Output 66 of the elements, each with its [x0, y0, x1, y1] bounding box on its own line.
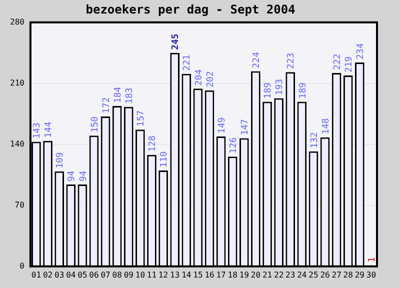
- data-label: 204: [194, 69, 204, 86]
- x-tick-label: 06: [89, 270, 99, 280]
- x-tick-label: 25: [308, 270, 318, 280]
- data-label: 219: [344, 56, 354, 73]
- x-tick-label: 10: [135, 270, 146, 280]
- x-tick-label: 01: [31, 270, 42, 280]
- data-label: 148: [321, 118, 332, 134]
- y-tick-label: 210: [10, 78, 25, 88]
- data-label: 224: [252, 52, 262, 68]
- x-tick-label: 17: [216, 270, 226, 280]
- x-tick-label: 18: [228, 270, 238, 280]
- x-tick-label: 21: [262, 270, 272, 280]
- data-label: 144: [44, 122, 54, 138]
- data-label: 126: [228, 137, 239, 154]
- x-tick-label: 14: [182, 270, 192, 280]
- x-tick-label: 03: [54, 270, 64, 280]
- data-label: 189: [298, 82, 308, 99]
- x-tick-label: 07: [100, 270, 111, 280]
- data-label: 183: [124, 88, 135, 104]
- data-label: 147: [240, 119, 250, 136]
- x-tick-label: 24: [297, 270, 307, 280]
- data-label: 223: [286, 52, 297, 70]
- data-label: 193: [275, 78, 286, 96]
- data-label: 132: [310, 132, 320, 148]
- data-label: 1: [368, 257, 378, 263]
- data-label: 172: [102, 97, 112, 114]
- x-tick-label: 20: [250, 270, 261, 280]
- data-label: 202: [206, 71, 216, 88]
- data-label: 94: [78, 170, 89, 182]
- x-tick-label: 26: [320, 270, 330, 280]
- data-label: 149: [217, 117, 228, 134]
- data-label: 143: [32, 122, 43, 139]
- x-tick-label: 28: [343, 270, 354, 280]
- data-label: 245: [171, 34, 182, 50]
- data-label: 150: [90, 116, 100, 133]
- x-tick-label: 29: [354, 270, 365, 280]
- x-tick-label: 11: [146, 270, 157, 280]
- x-tick-label: 02: [42, 270, 53, 280]
- data-label: 110: [160, 151, 170, 168]
- y-tick-label: 70: [14, 200, 25, 210]
- y-tick-label: 0: [20, 261, 25, 270]
- chart-title: bezoekers per dag - Sept 2004: [86, 2, 296, 16]
- x-tick-label: 08: [112, 270, 122, 280]
- data-label: 128: [148, 136, 158, 152]
- data-label: 109: [56, 152, 66, 168]
- data-label: 157: [136, 110, 147, 127]
- x-tick-label: 16: [204, 270, 214, 280]
- data-label: 189: [264, 82, 274, 99]
- y-tick-label: 140: [10, 139, 25, 148]
- x-tick-label: 19: [239, 270, 250, 280]
- x-tick-label: 04: [66, 270, 76, 280]
- data-label: 222: [332, 54, 343, 70]
- data-label: 184: [113, 86, 124, 104]
- x-tick-label: 22: [274, 270, 284, 280]
- x-tick-label: 30: [366, 270, 376, 280]
- x-tick-label: 23: [286, 270, 296, 280]
- data-label: 221: [182, 54, 193, 71]
- x-tick-label: 09: [124, 270, 134, 280]
- x-tick-label: 27: [332, 270, 342, 280]
- x-tick-label: 12: [158, 270, 168, 280]
- data-label: 94: [67, 170, 78, 182]
- x-tick-label: 13: [170, 270, 180, 280]
- y-tick-label: 280: [10, 17, 25, 26]
- x-tick-label: 15: [193, 270, 203, 280]
- x-tick-label: 05: [78, 270, 88, 280]
- data-label: 234: [356, 43, 366, 60]
